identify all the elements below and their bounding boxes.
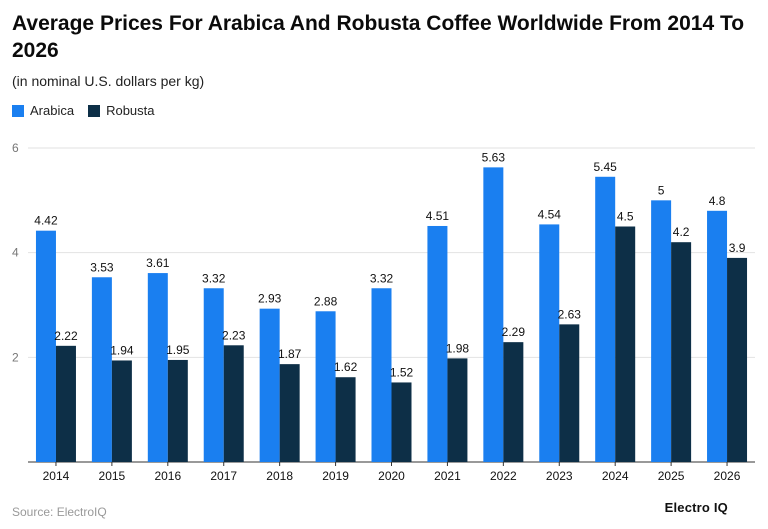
x-tick-label-2014: 2014 <box>43 469 70 483</box>
brand-logo-text: Electro IQ <box>664 500 728 515</box>
data-label-robusta-2020: 1.52 <box>390 365 414 379</box>
data-label-arabica-2026: 4.8 <box>709 194 726 208</box>
bar-robusta-2025 <box>671 242 692 462</box>
bar-arabica-2019 <box>315 311 336 462</box>
data-label-arabica-2018: 2.93 <box>258 292 282 306</box>
legend-label-arabica: Arabica <box>30 103 75 118</box>
x-tick-label-2025: 2025 <box>658 469 685 483</box>
data-label-robusta-2024: 4.5 <box>617 210 634 224</box>
data-label-arabica-2019: 2.88 <box>314 294 338 308</box>
bar-robusta-2017 <box>223 345 244 462</box>
data-label-arabica-2023: 4.54 <box>538 207 562 221</box>
x-tick-label-2017: 2017 <box>210 469 237 483</box>
data-label-arabica-2025: 5 <box>658 183 665 197</box>
data-label-arabica-2015: 3.53 <box>90 260 114 274</box>
data-label-robusta-2022: 2.29 <box>502 325 526 339</box>
bar-robusta-2016 <box>167 359 188 462</box>
bar-arabica-2020 <box>371 288 392 462</box>
bar-arabica-2024 <box>595 176 616 463</box>
bar-arabica-2021 <box>427 225 448 462</box>
data-label-arabica-2017: 3.32 <box>202 271 226 285</box>
x-tick-label-2021: 2021 <box>434 469 461 483</box>
data-label-arabica-2021: 4.51 <box>426 209 450 223</box>
bar-robusta-2022 <box>503 342 524 462</box>
x-tick-label-2016: 2016 <box>154 469 181 483</box>
x-tick-label-2019: 2019 <box>322 469 349 483</box>
x-tick-label-2020: 2020 <box>378 469 405 483</box>
x-tick-label-2024: 2024 <box>602 469 629 483</box>
x-tick-label-2022: 2022 <box>490 469 517 483</box>
bar-robusta-2018 <box>279 364 300 462</box>
data-label-arabica-2022: 5.63 <box>482 150 506 164</box>
data-label-robusta-2018: 1.87 <box>278 347 302 361</box>
source-note: Source: ElectroIQ <box>12 505 107 519</box>
bar-robusta-2019 <box>335 377 356 462</box>
legend-label-robusta: Robusta <box>106 103 155 118</box>
bar-arabica-2017 <box>203 288 224 462</box>
x-tick-label-2023: 2023 <box>546 469 573 483</box>
data-label-robusta-2017: 2.23 <box>222 328 246 342</box>
data-label-robusta-2023: 2.63 <box>558 307 582 321</box>
data-label-robusta-2014: 2.22 <box>54 329 78 343</box>
data-label-arabica-2024: 5.45 <box>594 160 618 174</box>
chart-subtitle: (in nominal U.S. dollars per kg) <box>12 73 205 89</box>
y-tick-label-4: 4 <box>12 246 19 260</box>
bar-robusta-2023 <box>559 324 580 462</box>
bar-arabica-2026 <box>707 210 728 462</box>
bar-robusta-2021 <box>447 358 468 462</box>
bar-robusta-2015 <box>111 360 132 462</box>
bar-robusta-2014 <box>55 345 76 462</box>
bar-robusta-2024 <box>615 226 636 462</box>
legend-swatch-arabica <box>12 104 24 117</box>
x-tick-label-2015: 2015 <box>99 469 126 483</box>
bar-arabica-2023 <box>539 224 560 462</box>
bar-arabica-2025 <box>651 200 672 463</box>
bar-robusta-2020 <box>391 382 412 462</box>
data-label-arabica-2016: 3.61 <box>146 256 170 270</box>
chart-title: Average Prices For Arabica And Robusta C… <box>12 12 745 62</box>
data-label-robusta-2016: 1.95 <box>166 343 190 357</box>
legend-swatch-robusta <box>88 104 101 117</box>
data-label-robusta-2025: 4.2 <box>673 225 690 239</box>
data-label-robusta-2015: 1.94 <box>110 343 134 357</box>
x-tick-label-2018: 2018 <box>266 469 293 483</box>
bar-arabica-2018 <box>259 308 280 462</box>
bar-arabica-2014 <box>35 230 56 462</box>
bar-arabica-2016 <box>147 273 168 462</box>
bar-robusta-2026 <box>727 257 748 462</box>
bar-arabica-2015 <box>91 277 112 462</box>
y-tick-label-2: 2 <box>12 350 19 364</box>
data-label-robusta-2026: 3.9 <box>729 241 746 255</box>
data-label-robusta-2019: 1.62 <box>334 360 358 374</box>
data-label-robusta-2021: 1.98 <box>446 341 470 355</box>
x-tick-label-2026: 2026 <box>714 469 741 483</box>
legend-item-robusta: Robusta <box>88 103 155 118</box>
legend: Arabica Robusta <box>12 103 169 118</box>
data-label-arabica-2014: 4.42 <box>34 214 58 228</box>
legend-item-arabica: Arabica <box>12 103 74 118</box>
data-label-arabica-2020: 3.32 <box>370 271 394 285</box>
y-tick-label-6: 6 <box>12 141 19 155</box>
bar-arabica-2022 <box>483 167 504 462</box>
